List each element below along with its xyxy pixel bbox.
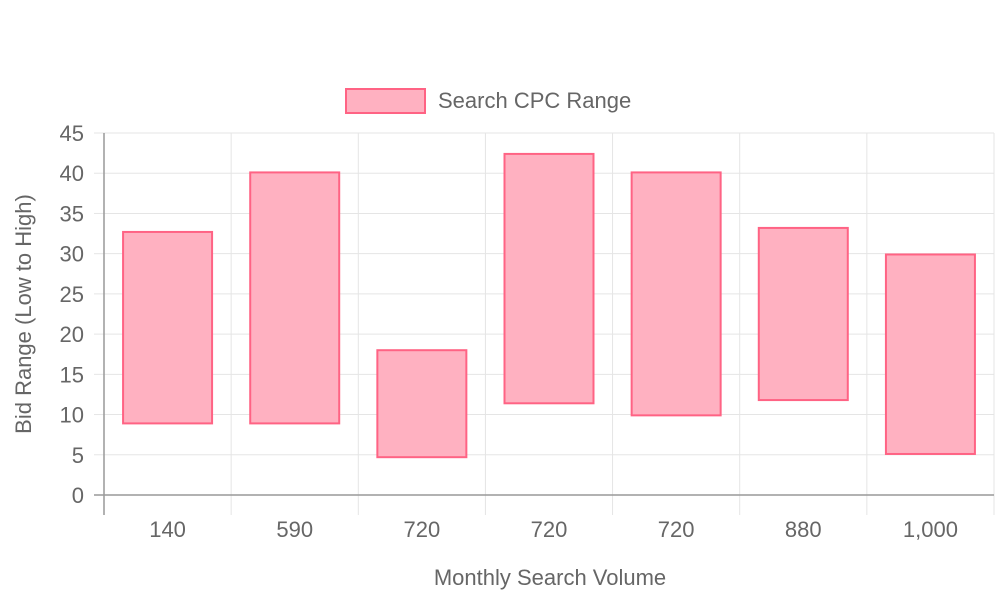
bars bbox=[122, 152, 976, 459]
legend-label: Search CPC Range bbox=[438, 88, 631, 113]
bar-range bbox=[249, 171, 341, 425]
y-tick-label: 25 bbox=[60, 282, 84, 307]
bar-range bbox=[630, 171, 722, 417]
axes bbox=[94, 133, 994, 515]
y-tick-label: 30 bbox=[60, 242, 84, 267]
x-tick-label: 590 bbox=[276, 517, 313, 542]
y-axis-tick-labels: 0 5 10 15 20 25 30 35 40 45 bbox=[60, 121, 84, 508]
bar-range bbox=[884, 253, 976, 455]
bar-range bbox=[122, 230, 214, 425]
x-tick-label: 140 bbox=[149, 517, 186, 542]
y-tick-label: 35 bbox=[60, 201, 84, 226]
legend[interactable]: Search CPC Range bbox=[345, 88, 631, 114]
y-tick-label: 15 bbox=[60, 362, 84, 387]
x-tick-label: 720 bbox=[403, 517, 440, 542]
x-tick-label: 720 bbox=[531, 517, 568, 542]
y-tick-label: 45 bbox=[60, 121, 84, 146]
y-axis-title: Bid Range (Low to High) bbox=[11, 194, 36, 434]
y-tick-label: 40 bbox=[60, 161, 84, 186]
x-tick-label: 1,000 bbox=[903, 517, 958, 542]
bar-range bbox=[757, 226, 849, 402]
x-axis-title: Monthly Search Volume bbox=[434, 565, 666, 590]
y-tick-label: 20 bbox=[60, 322, 84, 347]
y-tick-label: 10 bbox=[60, 403, 84, 428]
x-tick-label: 880 bbox=[785, 517, 822, 542]
x-tick-label: 720 bbox=[658, 517, 695, 542]
x-axis-tick-labels: 140 590 720 720 720 880 1,000 bbox=[149, 517, 958, 542]
y-tick-label: 5 bbox=[72, 443, 84, 468]
bar-range bbox=[376, 349, 468, 459]
y-tick-label: 0 bbox=[72, 483, 84, 508]
bar-range bbox=[503, 152, 595, 405]
legend-swatch[interactable] bbox=[345, 88, 426, 114]
